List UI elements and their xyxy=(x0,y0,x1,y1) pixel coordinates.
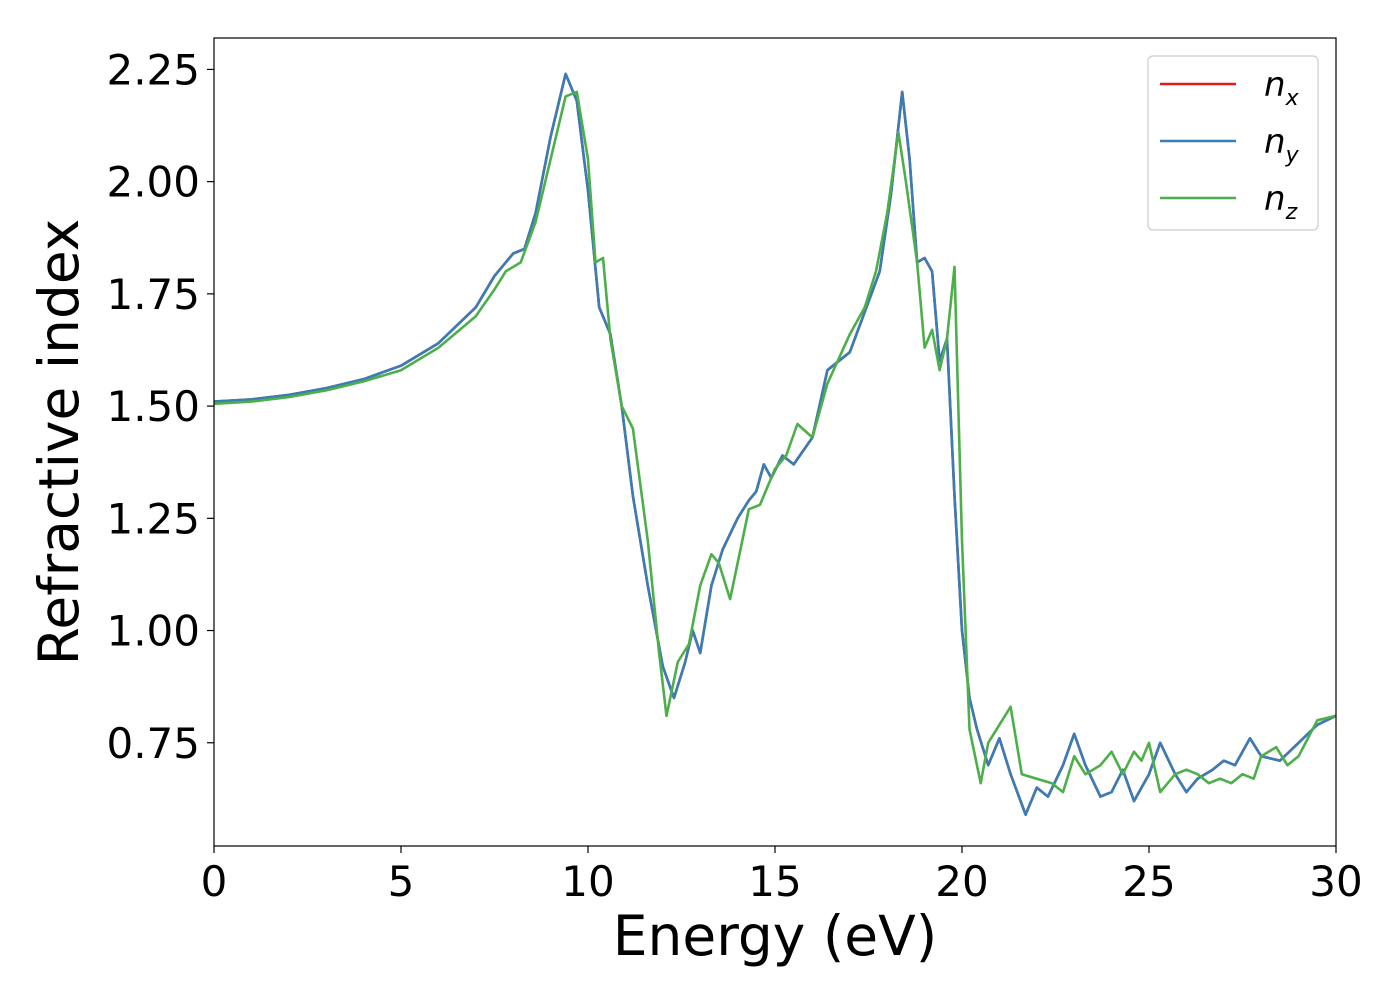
y-tick-label: 2.00 xyxy=(106,158,200,207)
x-tick-label: 0 xyxy=(201,857,228,906)
x-tick-label: 5 xyxy=(388,857,415,906)
y-axis: 0.75 1.00 1.25 1.50 1.75 2.00 2.25 xyxy=(106,45,214,768)
x-axis-label: Energy (eV) xyxy=(613,904,937,968)
y-tick-label: 1.00 xyxy=(106,607,200,656)
series-lines xyxy=(214,72,1336,816)
y-tick-label: 1.75 xyxy=(106,270,200,319)
y-tick-label: 1.50 xyxy=(106,382,200,431)
x-tick-label: 15 xyxy=(748,857,801,906)
y-tick-label: 2.25 xyxy=(106,45,200,94)
x-tick-label: 25 xyxy=(1122,857,1175,906)
x-tick-label: 30 xyxy=(1309,857,1362,906)
x-axis: 0 5 10 15 20 25 30 xyxy=(201,846,1363,906)
x-tick-label: 20 xyxy=(935,857,988,906)
y-tick-label: 0.75 xyxy=(106,719,200,768)
series-line-n-z xyxy=(214,90,1336,794)
series-line-n-y xyxy=(214,72,1336,816)
y-axis-label: Refractive index xyxy=(27,219,91,666)
legend-box xyxy=(1147,55,1319,231)
y-tick-label: 1.25 xyxy=(106,494,200,543)
x-tick-label: 10 xyxy=(561,857,614,906)
